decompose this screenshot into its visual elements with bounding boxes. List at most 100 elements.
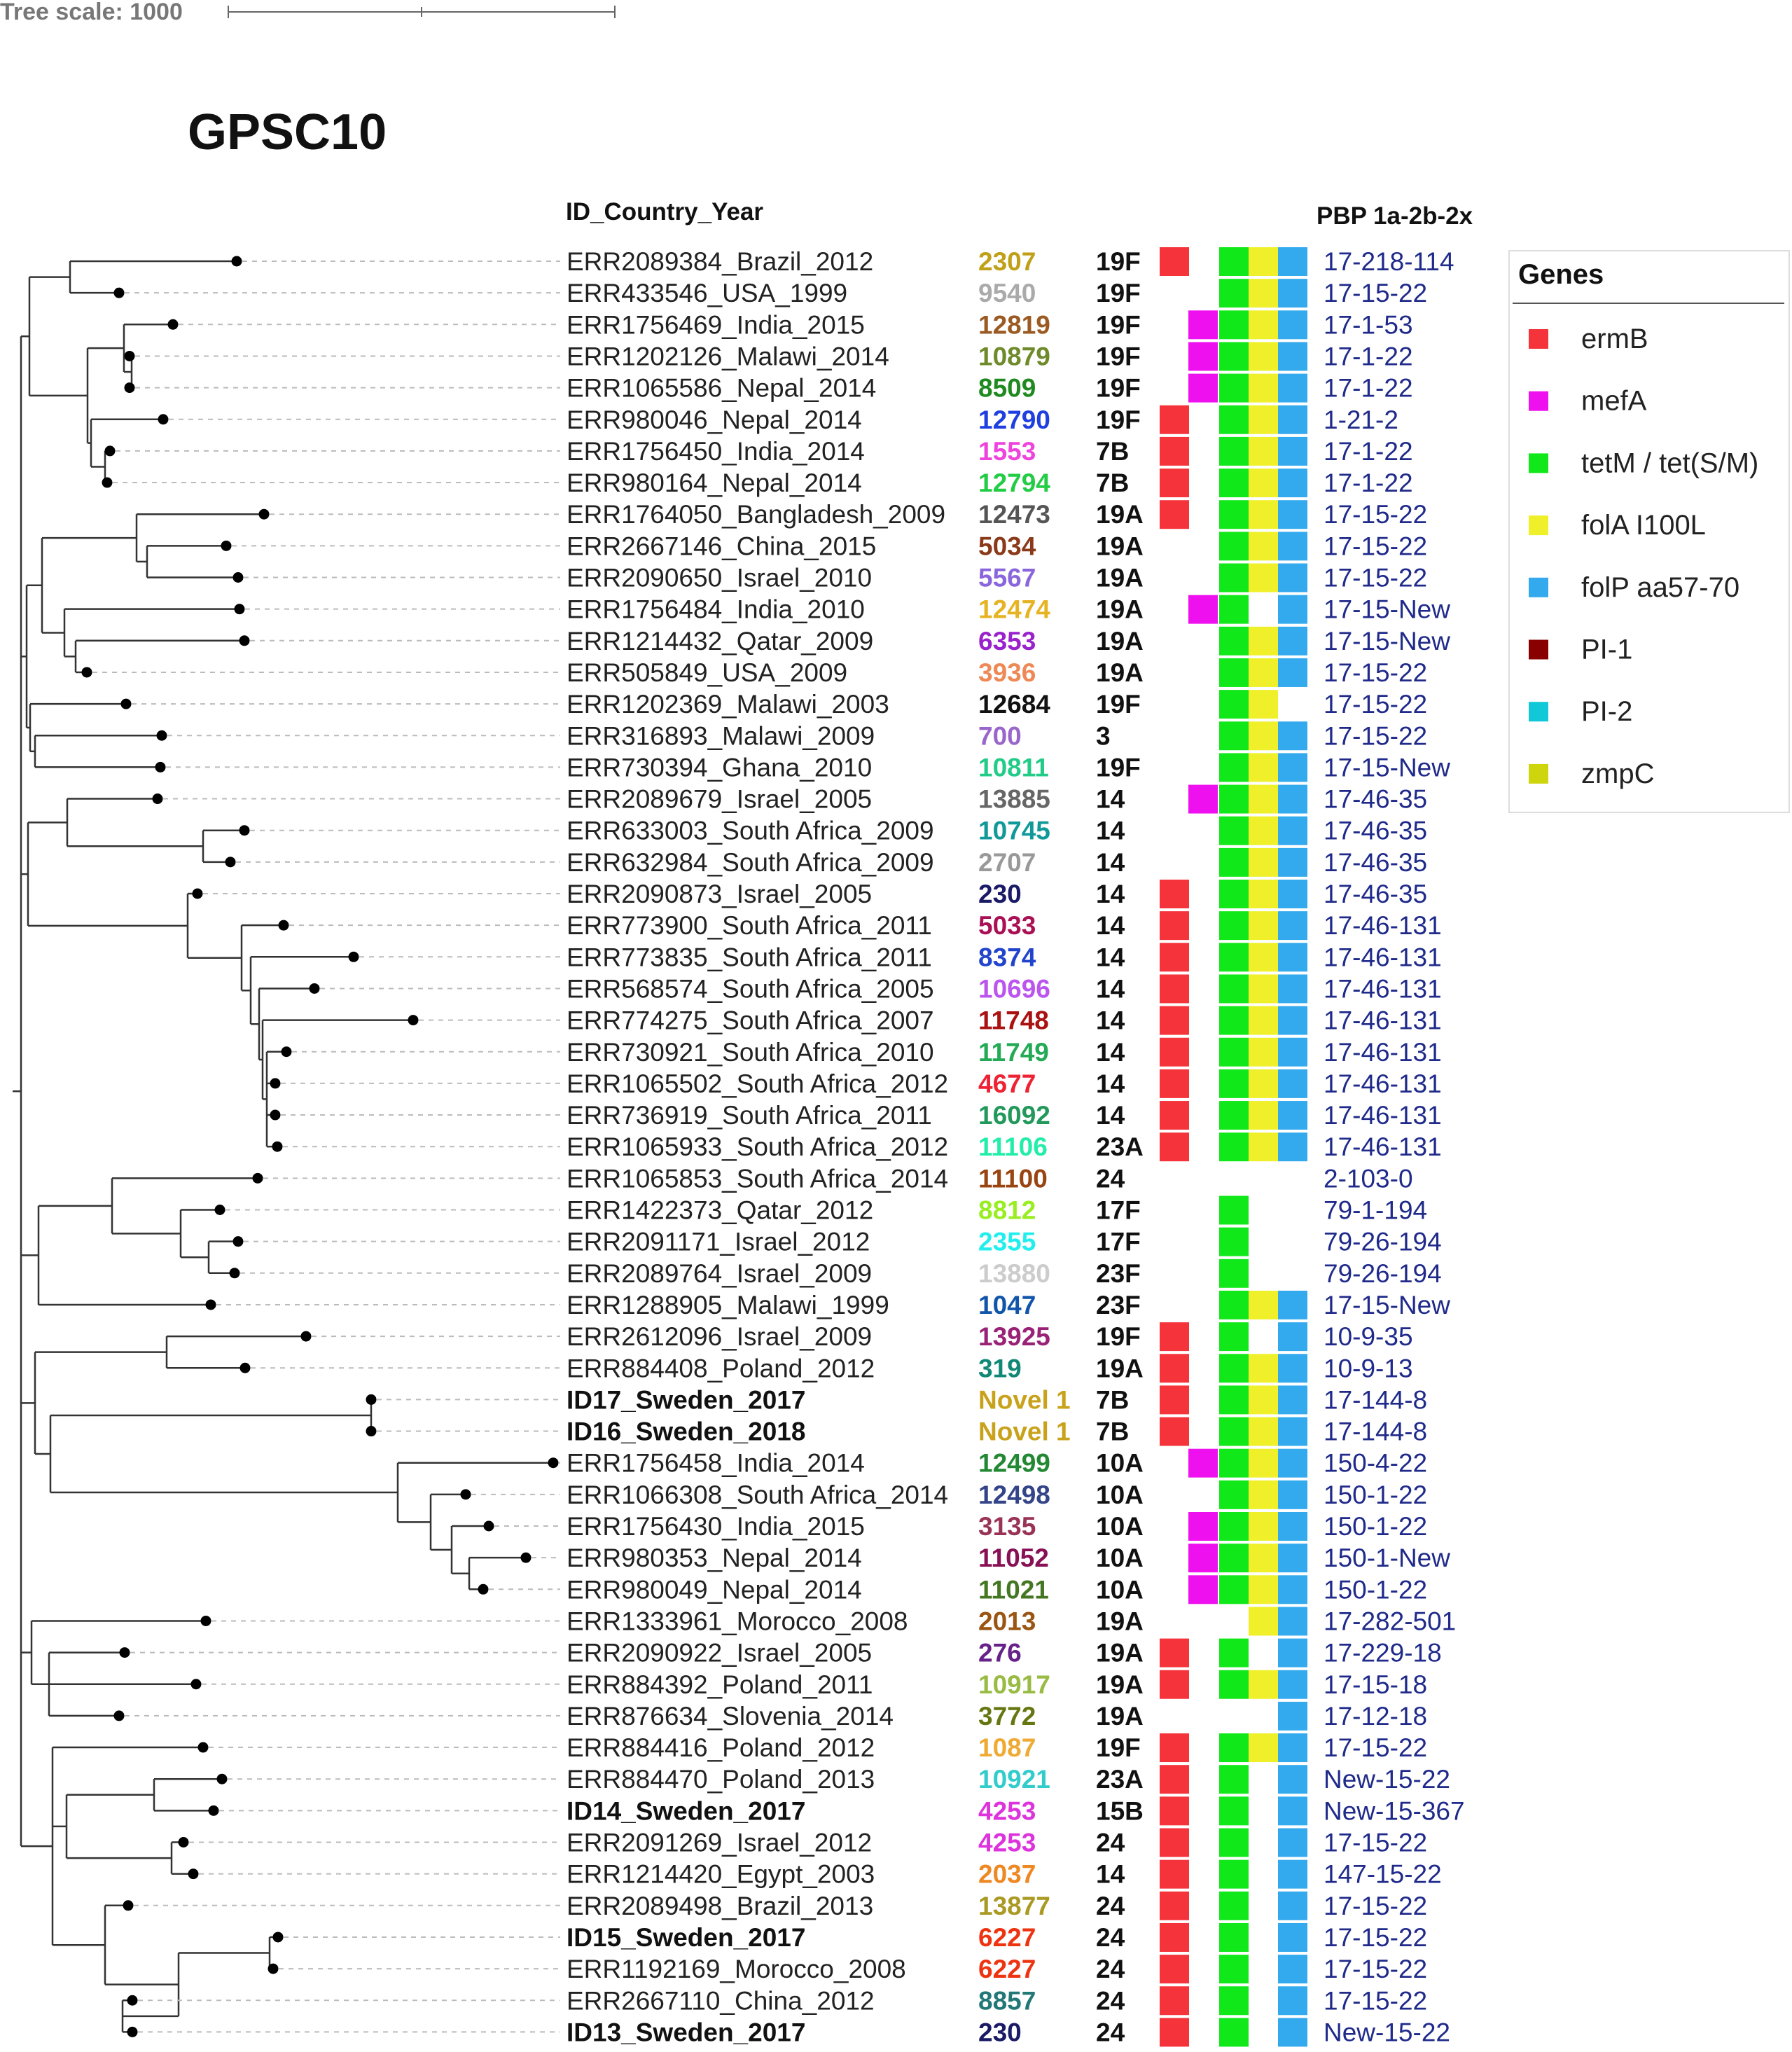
pbp-profile-label: 17-15-New: [1324, 1291, 1450, 1319]
gene-cell-tetm: [1219, 1765, 1249, 1794]
serotype-label: 19A: [1096, 532, 1144, 560]
serotype-label: 24: [1096, 1892, 1125, 1920]
serotype-label: 23F: [1096, 1291, 1141, 1319]
gene-cell-folp: [1278, 1417, 1307, 1446]
gene-cell-fola: [1249, 911, 1278, 941]
gene-cell-folp: [1278, 1575, 1307, 1604]
gene-cell-tetm: [1219, 1069, 1249, 1098]
leaf-node: [309, 983, 320, 994]
leaf-node: [239, 1362, 251, 1373]
gene-cell-folp: [1278, 1828, 1307, 1857]
serotype-label: 19F: [1096, 342, 1141, 370]
gene-cell-ermb: [1160, 247, 1189, 276]
sample-row: ERR1202369_Malawi_2003 12684 19F 17-15-22: [120, 690, 1427, 719]
sequence-type-label: 3936: [978, 658, 1036, 687]
sample-id-label: ERR980046_Nepal_2014: [567, 405, 862, 434]
sequence-type-label: 11106: [978, 1132, 1048, 1161]
leaf-node: [239, 635, 250, 646]
gene-cell-fola: [1249, 1544, 1278, 1573]
sample-id-label: ID14_Sweden_2017: [567, 1796, 805, 1825]
gene-cell-ermb: [1160, 880, 1189, 908]
gene-cell-mefa: [1188, 784, 1218, 814]
serotype-label: 19A: [1096, 1354, 1144, 1382]
gene-cell-tetm: [1219, 1480, 1249, 1509]
legend-item: mefA: [1529, 386, 1647, 417]
serotype-label: 14: [1096, 785, 1125, 814]
gene-cell-tetm: [1219, 847, 1249, 877]
leaf-node: [270, 1109, 281, 1121]
legend-item: tetM / tet(S/M): [1529, 448, 1758, 478]
leaf-node: [460, 1489, 471, 1500]
sequence-type-label: 16092: [978, 1101, 1050, 1130]
sample-id-label: ERR736919_South Africa_2011: [567, 1101, 932, 1130]
sequence-type-label: 13880: [978, 1259, 1050, 1288]
sequence-type-label: 4677: [978, 1069, 1036, 1098]
gene-cell-folp: [1278, 1765, 1307, 1794]
leaf-node: [190, 1679, 202, 1690]
gene-cell-fola: [1249, 658, 1278, 687]
legend-item: folP aa57-70: [1529, 572, 1739, 603]
sample-row: ID17_Sweden_2017 Novel 1 7B 17-144-8: [366, 1385, 1427, 1415]
serotype-label: 24: [1096, 1829, 1125, 1857]
pbp-profile-label: 17-229-18: [1324, 1639, 1442, 1668]
sample-id-label: ERR433546_USA_1999: [567, 279, 847, 307]
sample-row: ERR2089498_Brazil_2013 13877 24 17-15-22: [123, 1891, 1427, 1920]
sample-id-label: ERR774275_South Africa_2007: [567, 1006, 934, 1035]
gene-cell-folp: [1278, 1069, 1307, 1098]
leaf-node: [520, 1552, 532, 1563]
gene-cell-ermb: [1160, 1796, 1189, 1826]
gene-cell-tetm: [1219, 974, 1249, 1004]
gene-cell-fola: [1249, 436, 1278, 466]
gene-cell-tetm: [1219, 1006, 1249, 1035]
serotype-label: 7B: [1096, 469, 1129, 497]
sample-row: ERR2091269_Israel_2012 4253 24 17-15-22: [178, 1828, 1427, 1857]
serotype-label: 19F: [1096, 1733, 1141, 1762]
sample-row: ERR1065933_South Africa_2012 11106 23A 17-4…: [272, 1132, 1442, 1162]
leaf-node: [483, 1520, 494, 1532]
gene-cell-tetm: [1219, 1354, 1249, 1383]
serotype-label: 14: [1096, 911, 1125, 940]
sequence-type-label: 4253: [978, 1829, 1036, 1857]
gene-cell-tetm: [1219, 1132, 1249, 1162]
gene-cell-ermb: [1160, 405, 1189, 434]
sample-row: ERR1214420_Egypt_2003 2037 14 147-15-22: [188, 1859, 1442, 1889]
leaf-node: [178, 1837, 189, 1848]
gene-cell-folp: [1278, 405, 1307, 434]
legend-item: folA I100L: [1529, 510, 1706, 541]
serotype-label: 17F: [1096, 1228, 1141, 1256]
leaf-node: [200, 1615, 211, 1626]
pbp-profile-label: 10-9-13: [1324, 1354, 1413, 1382]
sample-row: ERR1756484_India_2010 12474 19A 17-15-New: [234, 595, 1450, 624]
leaf-node: [81, 667, 92, 678]
pbp-profile-label: 17-1-22: [1324, 374, 1413, 403]
gene-cell-fola: [1249, 1037, 1278, 1067]
sequence-type-label: 3772: [978, 1702, 1036, 1731]
sample-row: ERR2667110_China_2012 8857 24 17-15-22: [127, 1986, 1427, 2016]
pbp-profile-label: 150-1-22: [1324, 1575, 1427, 1604]
serotype-label: 24: [1096, 2018, 1125, 2046]
leaf-node: [300, 1331, 312, 1342]
sample-id-label: ERR2089764_Israel_2009: [567, 1259, 872, 1288]
legend-item: PI-2: [1529, 696, 1632, 727]
sample-id-label: ERR876634_Slovenia_2014: [567, 1702, 894, 1731]
sequence-type-label: 2037: [978, 1860, 1036, 1889]
gene-cell-ermb: [1160, 1955, 1189, 1984]
gene-cell-tetm: [1219, 943, 1249, 972]
sequence-type-label: 6353: [978, 627, 1036, 656]
gene-cell-folp: [1278, 974, 1307, 1004]
sequence-type-label: 276: [978, 1639, 1022, 1668]
legend-label: folA I100L: [1581, 510, 1706, 541]
pbp-profile-label: 79-26-194: [1324, 1228, 1442, 1256]
gene-cell-fola: [1249, 816, 1278, 845]
gene-cell-folp: [1278, 342, 1307, 371]
legend-swatch: [1529, 515, 1548, 536]
sample-id-label: ERR1288905_Malawi_1999: [567, 1291, 889, 1319]
leaf-node: [197, 1742, 209, 1753]
leaf-node: [478, 1583, 489, 1595]
legend-label: ermB: [1581, 324, 1648, 354]
tree-scale-label: Tree scale: 1000: [0, 0, 183, 25]
gene-cell-tetm: [1219, 721, 1249, 751]
sequence-type-label: 12819: [978, 310, 1050, 339]
leaf-node: [113, 1710, 125, 1721]
legend-swatch: [1529, 453, 1548, 473]
